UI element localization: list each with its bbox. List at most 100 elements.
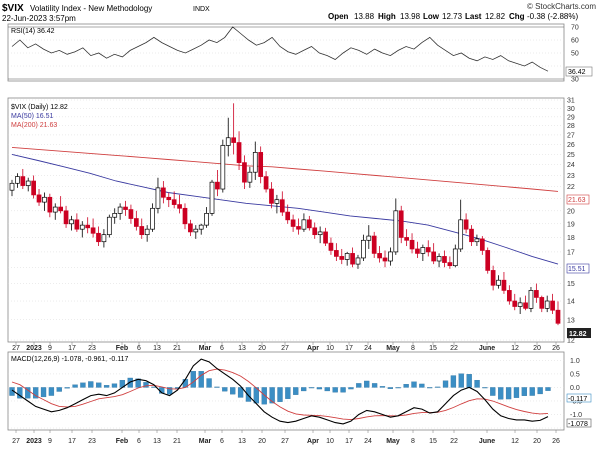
x-axis-label: 9 (48, 438, 52, 445)
candle-body (398, 210, 404, 238)
candle-body (544, 300, 550, 309)
rsi-line (11, 26, 549, 72)
macd-line (11, 358, 549, 425)
x-axis-label: Mar (199, 438, 212, 445)
candle-body (247, 171, 253, 183)
macd-histogram-bar (56, 387, 62, 392)
rsi-tick-label: 50 (571, 51, 579, 58)
x-axis-label: 12 (511, 438, 519, 445)
macd-histogram-bar (324, 387, 330, 392)
x-axis-label: 12 (511, 345, 519, 352)
candle-body (9, 182, 15, 191)
macd-histogram-bar (529, 387, 535, 396)
candle-body (193, 228, 199, 233)
x-axis-label: 8 (411, 438, 415, 445)
chart-exchange: INDX (193, 6, 210, 13)
x-axis-label: 22 (450, 438, 458, 445)
candle-body (220, 145, 226, 190)
macd-tag-2-bg (566, 418, 592, 428)
chg-label: Chg (509, 12, 525, 21)
price-tick-label: 13 (567, 317, 575, 324)
macd-histogram-bar (32, 387, 39, 399)
candle-body (523, 302, 528, 309)
candle-body (393, 210, 399, 253)
macd-histogram-bar (316, 387, 323, 390)
price-tick-label: 14 (567, 299, 575, 306)
chart-symbol: $VIX (2, 3, 24, 14)
x-axis-label: 20 (533, 345, 541, 352)
candle-body (382, 257, 388, 262)
candle-body (555, 309, 561, 324)
macd-histogram-bar (190, 371, 196, 388)
x-axis-label: 26 (552, 345, 560, 352)
macd-tag-1: -0.117 (568, 396, 587, 403)
macd-histogram-bar (261, 387, 267, 405)
macd-histogram-bar (25, 387, 31, 399)
candle-body (366, 235, 372, 241)
macd-histogram-bar (356, 383, 362, 388)
x-axis-label: 27 (12, 438, 20, 445)
macd-histogram-bar (340, 387, 346, 393)
x-axis-label: 21 (173, 438, 181, 445)
macd-tick-label: 1.0 (570, 358, 580, 365)
macd-histogram-bar (64, 387, 70, 389)
price-tick-label: 18 (567, 235, 575, 242)
rsi-tick-label: 30 (571, 77, 579, 84)
candle-body (171, 199, 177, 205)
x-axis-label: 17 (345, 345, 353, 352)
candle-body (198, 224, 204, 230)
candle-body (161, 187, 166, 198)
candle-body (85, 224, 91, 229)
macd-histogram-bar (332, 387, 338, 393)
macd-histogram-bar (395, 387, 401, 389)
candle-body (452, 248, 458, 267)
candle-body (442, 256, 447, 263)
candle-body (344, 253, 350, 260)
macd-histogram-bar (474, 379, 480, 388)
candle-body (534, 290, 539, 298)
price-tick-label: 20 (567, 208, 575, 215)
ma200-tag-bg (566, 194, 590, 205)
rsi-tick-label: 60 (571, 38, 579, 45)
x-axis-label: Feb (116, 345, 128, 352)
candle-body (242, 162, 247, 183)
x-axis-label: 24 (364, 345, 372, 352)
candle-body (317, 231, 323, 236)
price-tick-label: 17 (567, 249, 575, 256)
macd-histogram-bar (214, 386, 220, 388)
x-axis-label: Apr (307, 345, 319, 352)
ma200-line (11, 146, 559, 192)
x-axis-label: 17 (345, 438, 353, 445)
macd-tick-label: 0.0 (570, 385, 580, 392)
macd-histogram-bar (371, 383, 378, 388)
x-axis-label: 21 (173, 345, 181, 352)
candle-body (463, 219, 469, 230)
low-value: 12.73 (442, 12, 463, 21)
candle-body (90, 227, 96, 234)
macd-histogram-bar (198, 371, 204, 388)
x-axis-label: 23 (88, 438, 96, 445)
price-tick-label: 23 (567, 173, 575, 180)
candle-body (306, 219, 312, 229)
candle-body (339, 256, 345, 260)
candle-body (69, 219, 74, 225)
candle-body (279, 199, 285, 213)
candle-body (447, 262, 453, 267)
candle-body (269, 188, 274, 204)
candle-body (355, 257, 361, 265)
macd-histogram-bar (411, 381, 417, 388)
candle-body (123, 206, 128, 210)
candle-body (144, 228, 150, 236)
candle-body (133, 218, 139, 227)
macd-histogram-bar (96, 382, 102, 388)
macd-label: MACD(12,26,9) -1.078, -0.961, -0.117 (11, 356, 128, 363)
macd-histogram-bar (285, 387, 291, 399)
last-label: Last (465, 12, 482, 21)
candle-body (517, 302, 523, 307)
macd-histogram-bar (237, 387, 244, 398)
macd-histogram-bar (111, 383, 118, 388)
last-value: 12.82 (485, 12, 506, 21)
candle-body (96, 232, 101, 243)
candle-body (177, 204, 182, 209)
